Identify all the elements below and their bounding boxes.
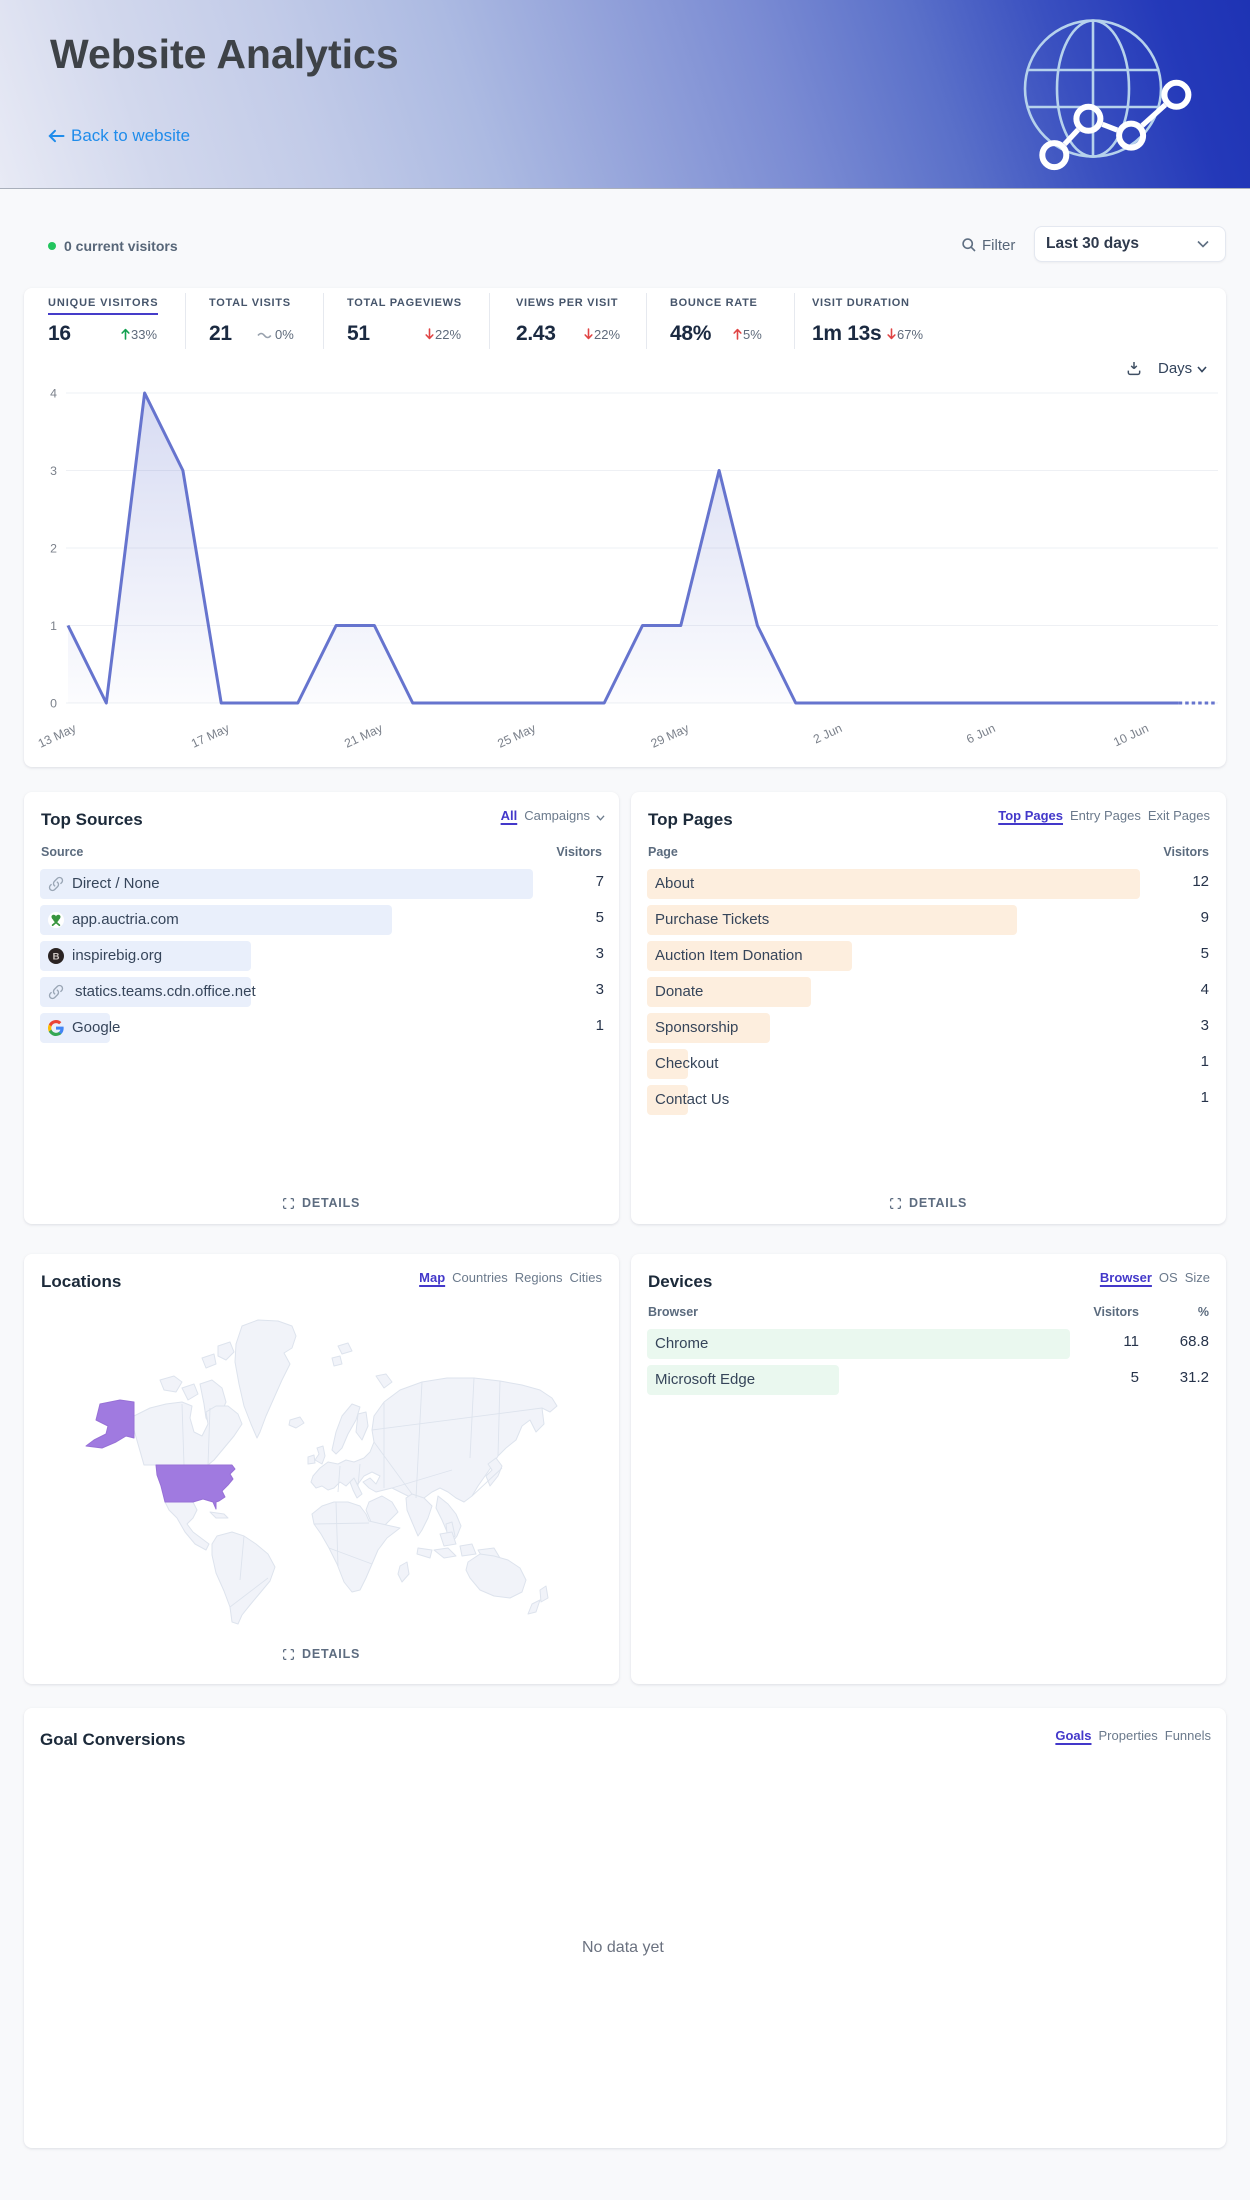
svg-text:17 May: 17 May bbox=[189, 721, 232, 751]
svg-text:10 Jun: 10 Jun bbox=[1111, 721, 1151, 749]
svg-text:2 Jun: 2 Jun bbox=[811, 721, 844, 746]
svg-text:13 May: 13 May bbox=[36, 721, 79, 751]
svg-text:29 May: 29 May bbox=[649, 721, 692, 751]
svg-text:2: 2 bbox=[50, 542, 57, 556]
svg-text:6 Jun: 6 Jun bbox=[964, 721, 997, 746]
svg-text:25 May: 25 May bbox=[495, 721, 538, 751]
svg-text:4: 4 bbox=[50, 387, 57, 401]
svg-text:1: 1 bbox=[50, 619, 57, 633]
svg-text:B: B bbox=[53, 952, 60, 963]
svg-text:0: 0 bbox=[50, 697, 57, 711]
svg-text:21 May: 21 May bbox=[342, 721, 385, 751]
svg-text:3: 3 bbox=[50, 464, 57, 478]
